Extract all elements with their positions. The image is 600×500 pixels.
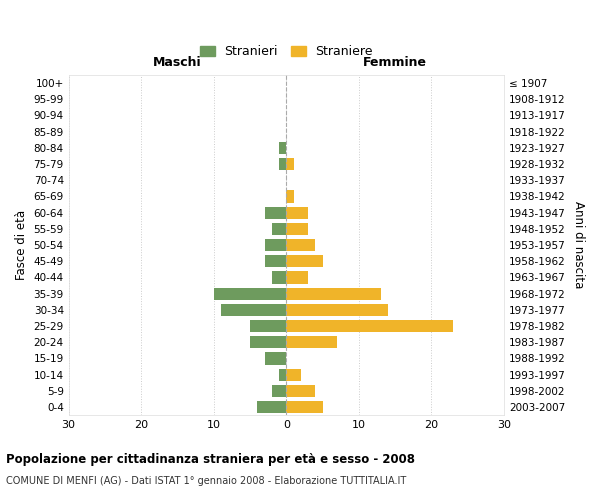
Bar	[257, 401, 286, 413]
Bar	[286, 239, 316, 251]
Bar	[286, 255, 323, 268]
Bar	[279, 158, 286, 170]
Bar	[265, 206, 286, 218]
Bar	[272, 385, 286, 397]
Bar	[286, 336, 337, 348]
Bar	[250, 320, 286, 332]
Bar	[286, 158, 293, 170]
Bar	[286, 368, 301, 380]
Bar	[265, 255, 286, 268]
Text: Femmine: Femmine	[363, 56, 427, 70]
Y-axis label: Anni di nascita: Anni di nascita	[572, 202, 585, 288]
Bar	[286, 401, 323, 413]
Bar	[286, 304, 388, 316]
Text: Popolazione per cittadinanza straniera per età e sesso - 2008: Popolazione per cittadinanza straniera p…	[6, 452, 415, 466]
Bar	[214, 288, 286, 300]
Bar	[286, 223, 308, 235]
Bar	[265, 239, 286, 251]
Text: Maschi: Maschi	[153, 56, 202, 70]
Bar	[286, 206, 308, 218]
Bar	[221, 304, 286, 316]
Bar	[272, 272, 286, 283]
Bar	[286, 288, 380, 300]
Bar	[286, 320, 453, 332]
Bar	[279, 142, 286, 154]
Bar	[286, 272, 308, 283]
Bar	[272, 223, 286, 235]
Y-axis label: Fasce di età: Fasce di età	[15, 210, 28, 280]
Legend: Stranieri, Straniere: Stranieri, Straniere	[194, 40, 378, 64]
Text: COMUNE DI MENFI (AG) - Dati ISTAT 1° gennaio 2008 - Elaborazione TUTTITALIA.IT: COMUNE DI MENFI (AG) - Dati ISTAT 1° gen…	[6, 476, 406, 486]
Bar	[286, 385, 316, 397]
Bar	[286, 190, 293, 202]
Bar	[265, 352, 286, 364]
Bar	[250, 336, 286, 348]
Bar	[279, 368, 286, 380]
